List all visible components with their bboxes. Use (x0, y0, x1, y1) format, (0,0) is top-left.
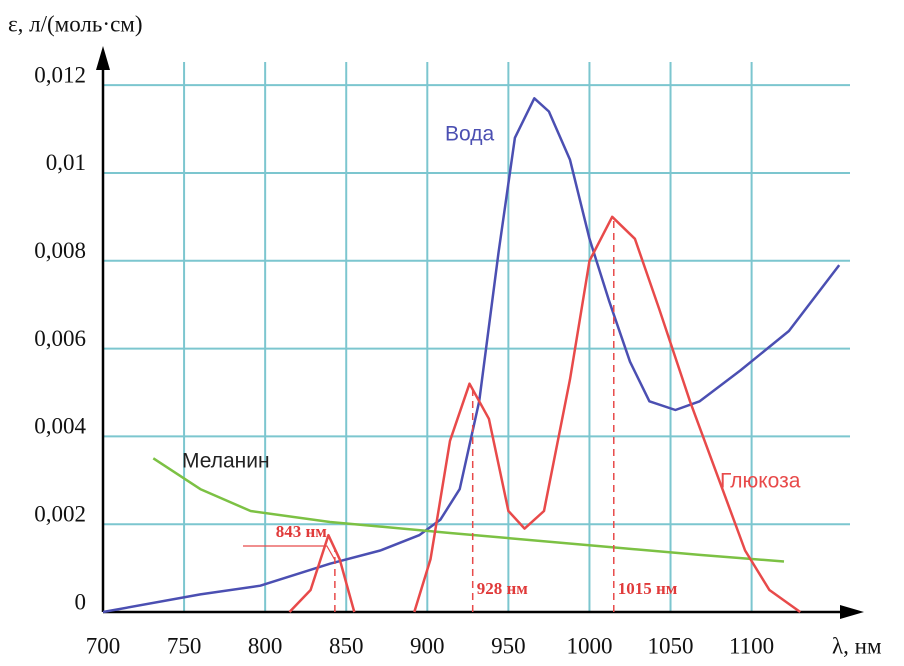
x-tick-label: 800 (248, 633, 283, 658)
x-tick-label: 700 (86, 633, 121, 658)
y-tick-label: 0,006 (34, 326, 86, 351)
x-axis-label: λ, нм (832, 633, 882, 658)
x-axis-arrow (840, 605, 864, 619)
x-tick-label: 950 (491, 633, 526, 658)
y-tick-label: 0,002 (34, 501, 86, 526)
series-line (288, 215, 801, 614)
series-label: Вода (445, 123, 494, 146)
annotation-label: 843 нм (276, 522, 328, 541)
y-tick-label: 0 (75, 589, 87, 614)
series-label: Меланин (182, 450, 270, 473)
x-tick-label: 850 (329, 633, 364, 658)
series-line (102, 97, 841, 614)
y-axis-label: ε, л/(моль·см) (8, 11, 143, 36)
y-tick-label: 0,004 (34, 414, 86, 439)
x-tick-label: 750 (167, 633, 202, 658)
y-tick-label: 0,01 (46, 150, 86, 175)
annotation-label: 1015 нм (618, 579, 678, 598)
x-tick-label: 1050 (648, 633, 694, 658)
y-axis-arrow (96, 46, 110, 70)
series-line (152, 457, 785, 563)
series-label: Глюкоза (720, 470, 801, 493)
annotation-leader (243, 545, 336, 561)
annotation-label: 928 нм (477, 579, 529, 598)
x-tick-label: 900 (410, 633, 445, 658)
y-tick-label: 0,008 (34, 238, 86, 263)
x-tick-label: 1100 (729, 633, 774, 658)
y-tick-label: 0,012 (34, 62, 86, 87)
x-tick-label: 1000 (566, 633, 612, 658)
